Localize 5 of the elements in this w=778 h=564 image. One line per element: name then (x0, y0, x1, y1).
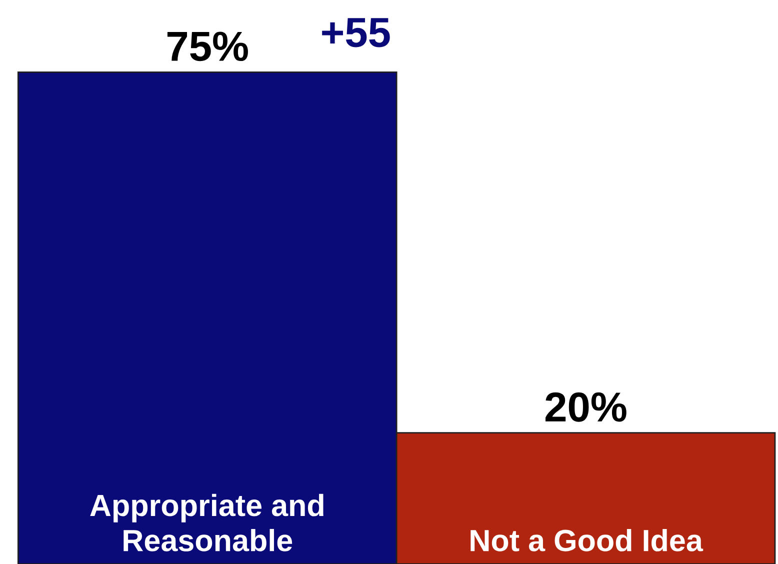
data-label: 20% (546, 392, 626, 422)
x-tick-label: Appropriate and Reasonable (90, 494, 324, 552)
x-tick-label: Not a Good Idea (470, 528, 704, 552)
data-label: 75% (167, 32, 248, 62)
annotation: +55 (322, 18, 390, 48)
